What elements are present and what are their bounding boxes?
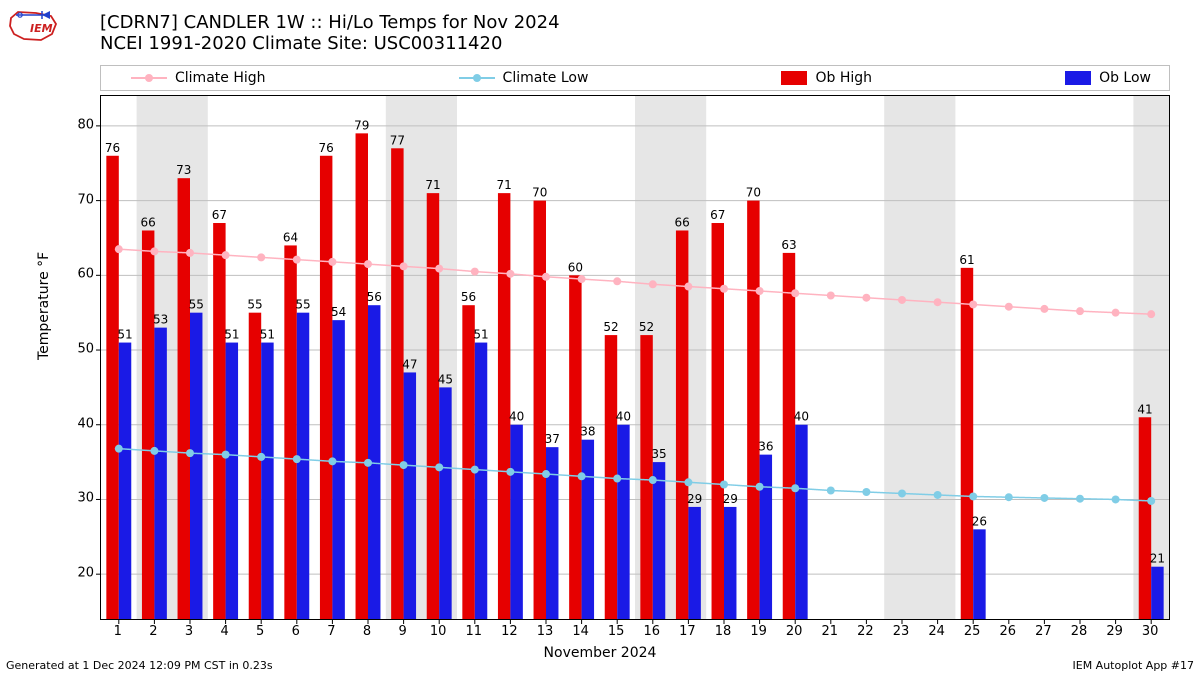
- x-tick-label: 26: [1000, 624, 1017, 639]
- svg-text:IEM: IEM: [30, 22, 53, 35]
- svg-text:52: 52: [603, 320, 618, 334]
- svg-text:60: 60: [568, 260, 583, 274]
- x-tick-label: 15: [608, 624, 625, 639]
- svg-text:35: 35: [651, 447, 666, 461]
- svg-text:56: 56: [367, 290, 382, 304]
- svg-text:76: 76: [319, 141, 334, 155]
- svg-text:51: 51: [117, 328, 132, 342]
- legend-label: Climate Low: [503, 70, 589, 86]
- y-axis-label: Temperature °F: [36, 252, 52, 360]
- chart-subtitle: NCEI 1991-2020 Climate Site: USC00311420: [100, 33, 560, 54]
- svg-text:54: 54: [331, 305, 346, 319]
- chart-plot-area: 76 51 66 53 73 55 67 51 55 51 64 55 76 54 79 56 77 47 71 45…: [100, 95, 1170, 620]
- iem-logo: IEM: [6, 6, 61, 44]
- svg-text:67: 67: [710, 208, 725, 222]
- x-tick-label: 16: [644, 624, 661, 639]
- svg-text:41: 41: [1137, 402, 1152, 416]
- svg-text:73: 73: [176, 163, 191, 177]
- x-tick-label: 25: [964, 624, 981, 639]
- svg-text:55: 55: [247, 298, 262, 312]
- x-tick-label: 22: [857, 624, 874, 639]
- x-tick-label: 3: [185, 624, 193, 639]
- x-tick-label: 23: [893, 624, 910, 639]
- y-tick-label: 20: [54, 566, 94, 581]
- x-tick-label: 6: [292, 624, 300, 639]
- y-tick-label: 60: [54, 267, 94, 282]
- svg-text:56: 56: [461, 290, 476, 304]
- x-tick-label: 21: [822, 624, 839, 639]
- svg-text:52: 52: [639, 320, 654, 334]
- x-tick-label: 8: [363, 624, 371, 639]
- svg-text:29: 29: [723, 492, 738, 506]
- svg-text:45: 45: [438, 372, 453, 386]
- x-tick-label: 29: [1106, 624, 1123, 639]
- x-tick-label: 9: [398, 624, 406, 639]
- svg-text:55: 55: [295, 298, 310, 312]
- svg-text:76: 76: [105, 141, 120, 155]
- svg-text:64: 64: [283, 230, 298, 244]
- legend-label: Ob High: [815, 70, 872, 86]
- x-tick-label: 12: [501, 624, 518, 639]
- svg-text:66: 66: [141, 215, 156, 229]
- svg-text:40: 40: [509, 410, 524, 424]
- svg-text:21: 21: [1150, 552, 1165, 566]
- svg-text:51: 51: [260, 328, 275, 342]
- svg-text:55: 55: [189, 298, 204, 312]
- svg-text:51: 51: [473, 328, 488, 342]
- svg-text:77: 77: [390, 133, 405, 147]
- svg-text:40: 40: [794, 410, 809, 424]
- x-tick-label: 14: [572, 624, 589, 639]
- legend-label: Ob Low: [1099, 70, 1151, 86]
- svg-text:51: 51: [224, 328, 239, 342]
- svg-text:53: 53: [153, 313, 168, 327]
- svg-text:67: 67: [212, 208, 227, 222]
- y-tick-label: 70: [54, 192, 94, 207]
- x-tick-label: 11: [466, 624, 483, 639]
- y-tick-label: 50: [54, 342, 94, 357]
- svg-text:71: 71: [425, 178, 440, 192]
- svg-text:47: 47: [402, 357, 417, 371]
- legend-ob-high: Ob High: [781, 70, 872, 86]
- svg-text:37: 37: [545, 432, 560, 446]
- chart-title: [CDRN7] CANDLER 1W :: Hi/Lo Temps for No…: [100, 12, 560, 33]
- svg-text:61: 61: [959, 253, 974, 267]
- x-tick-label: 19: [750, 624, 767, 639]
- footer-appid: IEM Autoplot App #17: [1073, 659, 1195, 672]
- svg-text:70: 70: [532, 186, 547, 200]
- x-tick-label: 4: [220, 624, 228, 639]
- svg-text:38: 38: [580, 425, 595, 439]
- svg-text:63: 63: [781, 238, 796, 252]
- footer-generated: Generated at 1 Dec 2024 12:09 PM CST in …: [6, 659, 273, 672]
- svg-text:66: 66: [675, 215, 690, 229]
- x-tick-label: 30: [1142, 624, 1159, 639]
- legend-ob-low: Ob Low: [1065, 70, 1151, 86]
- svg-text:70: 70: [746, 186, 761, 200]
- svg-text:79: 79: [354, 118, 369, 132]
- svg-text:26: 26: [972, 514, 987, 528]
- y-tick-label: 80: [54, 117, 94, 132]
- x-tick-label: 10: [430, 624, 447, 639]
- x-tick-label: 2: [149, 624, 157, 639]
- y-tick-label: 40: [54, 416, 94, 431]
- legend-climate-low: Climate Low: [459, 70, 589, 86]
- x-tick-label: 1: [114, 624, 122, 639]
- svg-text:71: 71: [497, 178, 512, 192]
- x-tick-label: 7: [327, 624, 335, 639]
- x-tick-label: 28: [1071, 624, 1088, 639]
- y-tick-label: 30: [54, 491, 94, 506]
- svg-text:40: 40: [616, 410, 631, 424]
- x-tick-label: 13: [537, 624, 554, 639]
- legend-label: Climate High: [175, 70, 266, 86]
- svg-text:36: 36: [758, 440, 773, 454]
- x-tick-label: 5: [256, 624, 264, 639]
- x-tick-label: 27: [1035, 624, 1052, 639]
- legend-climate-high: Climate High: [131, 70, 266, 86]
- x-tick-label: 18: [715, 624, 732, 639]
- svg-text:29: 29: [687, 492, 702, 506]
- x-tick-label: 17: [679, 624, 696, 639]
- x-tick-label: 24: [928, 624, 945, 639]
- x-tick-label: 20: [786, 624, 803, 639]
- legend: Climate High Climate Low Ob High Ob Low: [100, 65, 1170, 91]
